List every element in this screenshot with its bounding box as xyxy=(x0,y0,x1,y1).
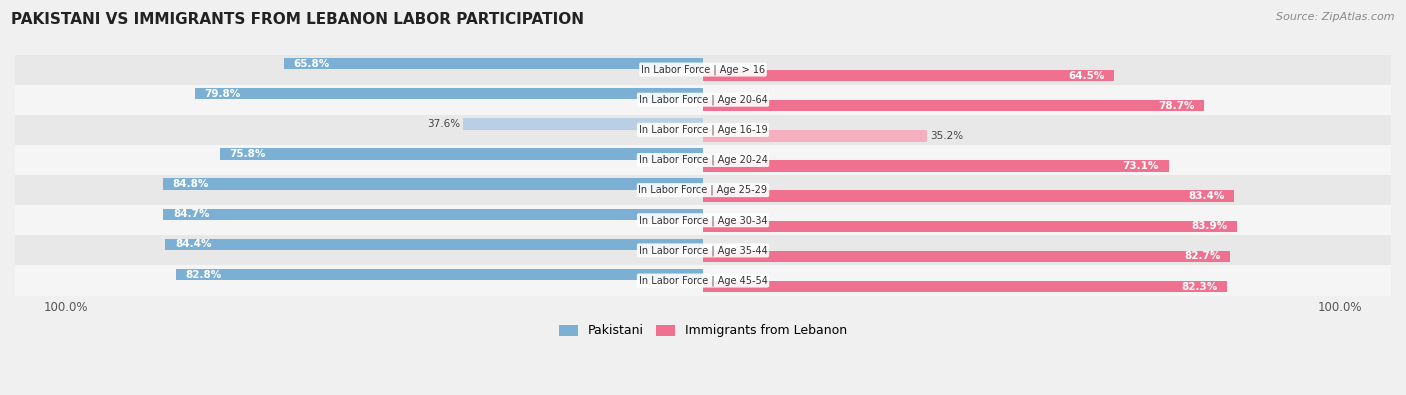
Text: In Labor Force | Age 20-64: In Labor Force | Age 20-64 xyxy=(638,94,768,105)
Bar xyxy=(176,269,703,280)
Bar xyxy=(703,251,1230,262)
Text: In Labor Force | Age 30-34: In Labor Force | Age 30-34 xyxy=(638,215,768,226)
Text: 82.7%: 82.7% xyxy=(1184,252,1220,261)
Text: 83.4%: 83.4% xyxy=(1188,191,1225,201)
Bar xyxy=(703,190,1234,202)
Bar xyxy=(15,55,1391,85)
Bar xyxy=(166,239,703,250)
Text: 37.6%: 37.6% xyxy=(427,119,460,129)
Text: 82.3%: 82.3% xyxy=(1181,282,1218,292)
Text: Source: ZipAtlas.com: Source: ZipAtlas.com xyxy=(1277,12,1395,22)
Bar xyxy=(221,148,703,160)
Bar xyxy=(194,88,703,100)
Bar xyxy=(15,205,1391,235)
Text: 64.5%: 64.5% xyxy=(1069,71,1104,81)
Text: 78.7%: 78.7% xyxy=(1159,101,1195,111)
Bar xyxy=(15,175,1391,205)
Bar xyxy=(15,85,1391,115)
Text: 84.7%: 84.7% xyxy=(173,209,209,219)
Text: 35.2%: 35.2% xyxy=(931,131,963,141)
Bar xyxy=(163,209,703,220)
Bar xyxy=(703,160,1168,172)
Bar xyxy=(703,281,1227,292)
Text: 82.8%: 82.8% xyxy=(186,269,221,280)
Text: 73.1%: 73.1% xyxy=(1123,161,1159,171)
Text: 83.9%: 83.9% xyxy=(1192,221,1227,231)
Text: In Labor Force | Age 20-24: In Labor Force | Age 20-24 xyxy=(638,155,768,165)
Text: PAKISTANI VS IMMIGRANTS FROM LEBANON LABOR PARTICIPATION: PAKISTANI VS IMMIGRANTS FROM LEBANON LAB… xyxy=(11,12,585,27)
Text: 65.8%: 65.8% xyxy=(294,58,329,69)
Bar xyxy=(703,100,1205,111)
Text: 79.8%: 79.8% xyxy=(204,89,240,99)
Text: In Labor Force | Age 35-44: In Labor Force | Age 35-44 xyxy=(638,245,768,256)
Bar xyxy=(15,235,1391,265)
Bar xyxy=(15,115,1391,145)
Text: 84.8%: 84.8% xyxy=(173,179,208,189)
Text: In Labor Force | Age 16-19: In Labor Force | Age 16-19 xyxy=(638,124,768,135)
Bar xyxy=(15,145,1391,175)
Text: 75.8%: 75.8% xyxy=(229,149,266,159)
Bar xyxy=(284,58,703,69)
Bar xyxy=(703,70,1114,81)
Bar xyxy=(464,118,703,130)
Text: In Labor Force | Age 25-29: In Labor Force | Age 25-29 xyxy=(638,185,768,196)
Bar xyxy=(163,179,703,190)
Legend: Pakistani, Immigrants from Lebanon: Pakistani, Immigrants from Lebanon xyxy=(554,320,852,342)
Text: 84.4%: 84.4% xyxy=(174,239,211,249)
Text: In Labor Force | Age > 16: In Labor Force | Age > 16 xyxy=(641,64,765,75)
Bar xyxy=(15,265,1391,295)
Bar xyxy=(703,130,927,142)
Bar xyxy=(703,220,1237,232)
Text: In Labor Force | Age 45-54: In Labor Force | Age 45-54 xyxy=(638,275,768,286)
